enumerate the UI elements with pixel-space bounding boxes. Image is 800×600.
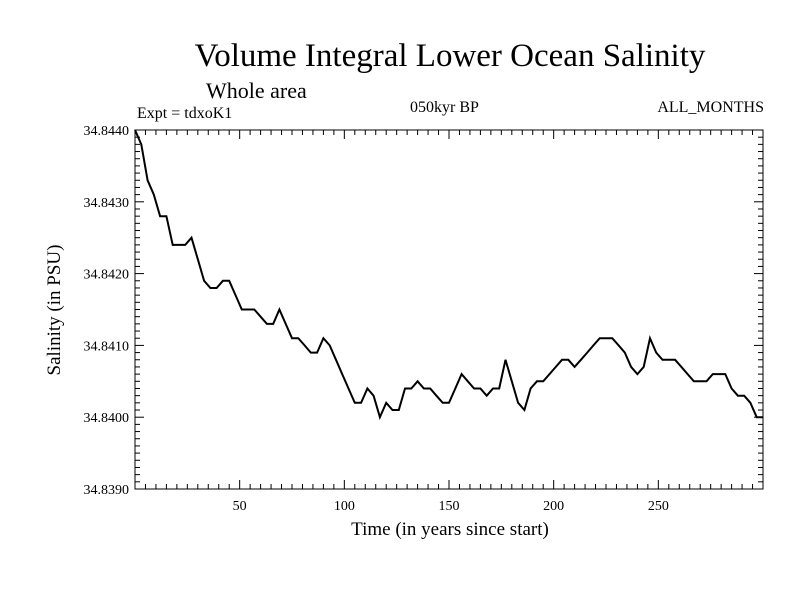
months-label: ALL_MONTHS [657, 99, 764, 116]
y-tick-label: 34.8400 [84, 411, 130, 426]
period-label: 050kyr BP [410, 99, 479, 116]
x-axis-ticks: 50 100 150 200 250 [144, 130, 754, 514]
chart-subtitle: Whole area [206, 78, 307, 103]
y-tick-label: 34.8430 [84, 196, 130, 211]
x-tick-label: 200 [543, 499, 564, 514]
y-tick-label: 34.8410 [84, 339, 130, 354]
plot-frame [134, 129, 764, 490]
x-axis-label: Time (in years since start) [351, 519, 549, 540]
salinity-series-line [134, 129, 763, 421]
y-axis-ticks: 34.8390 34.8400 34.8410 34.8420 34.8430 34.84… [84, 124, 763, 498]
y-tick-label: 34.8390 [84, 483, 130, 498]
x-tick-label: 250 [648, 499, 669, 514]
x-tick-label: 50 [233, 499, 247, 514]
x-tick-label: 100 [334, 499, 355, 514]
experiment-label: Expt = tdxoK1 [137, 105, 233, 122]
y-tick-label: 34.8420 [84, 268, 130, 283]
y-tick-label: 34.8440 [84, 124, 130, 139]
chart-title: Volume Integral Lower Ocean Salinity [194, 38, 706, 74]
x-tick-label: 150 [439, 499, 460, 514]
y-axis-label: Salinity (in PSU) [44, 245, 65, 376]
